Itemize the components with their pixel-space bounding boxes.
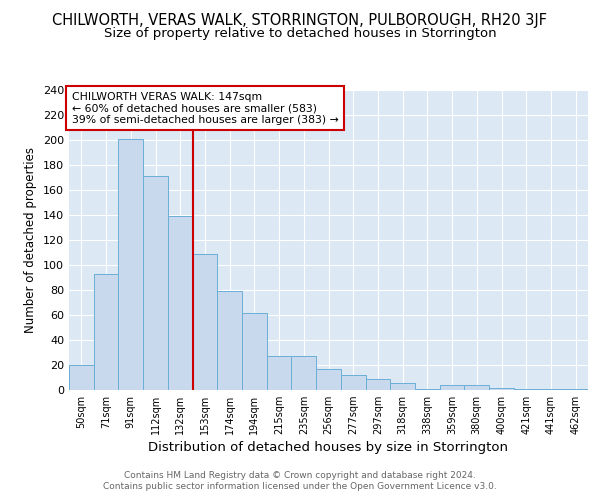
Bar [440, 385, 464, 390]
Bar [242, 312, 267, 390]
Bar [539, 389, 563, 390]
Bar [341, 375, 365, 390]
Text: Contains HM Land Registry data © Crown copyright and database right 2024.: Contains HM Land Registry data © Crown c… [124, 471, 476, 480]
Text: CHILWORTH, VERAS WALK, STORRINGTON, PULBOROUGH, RH20 3JF: CHILWORTH, VERAS WALK, STORRINGTON, PULB… [53, 12, 548, 28]
Y-axis label: Number of detached properties: Number of detached properties [25, 147, 37, 333]
Bar [390, 382, 415, 390]
Bar [193, 254, 217, 390]
Bar [118, 138, 143, 390]
Text: CHILWORTH VERAS WALK: 147sqm
← 60% of detached houses are smaller (583)
39% of s: CHILWORTH VERAS WALK: 147sqm ← 60% of de… [71, 92, 338, 124]
Bar [489, 388, 514, 390]
Bar [94, 274, 118, 390]
Text: Contains public sector information licensed under the Open Government Licence v3: Contains public sector information licen… [103, 482, 497, 491]
Bar [563, 389, 588, 390]
Bar [365, 379, 390, 390]
Bar [168, 216, 193, 390]
Bar [514, 389, 539, 390]
Bar [143, 176, 168, 390]
Bar [267, 356, 292, 390]
X-axis label: Distribution of detached houses by size in Storrington: Distribution of detached houses by size … [149, 442, 509, 454]
Bar [69, 365, 94, 390]
Bar [464, 385, 489, 390]
Bar [292, 356, 316, 390]
Bar [415, 389, 440, 390]
Bar [316, 369, 341, 390]
Text: Size of property relative to detached houses in Storrington: Size of property relative to detached ho… [104, 28, 496, 40]
Bar [217, 291, 242, 390]
